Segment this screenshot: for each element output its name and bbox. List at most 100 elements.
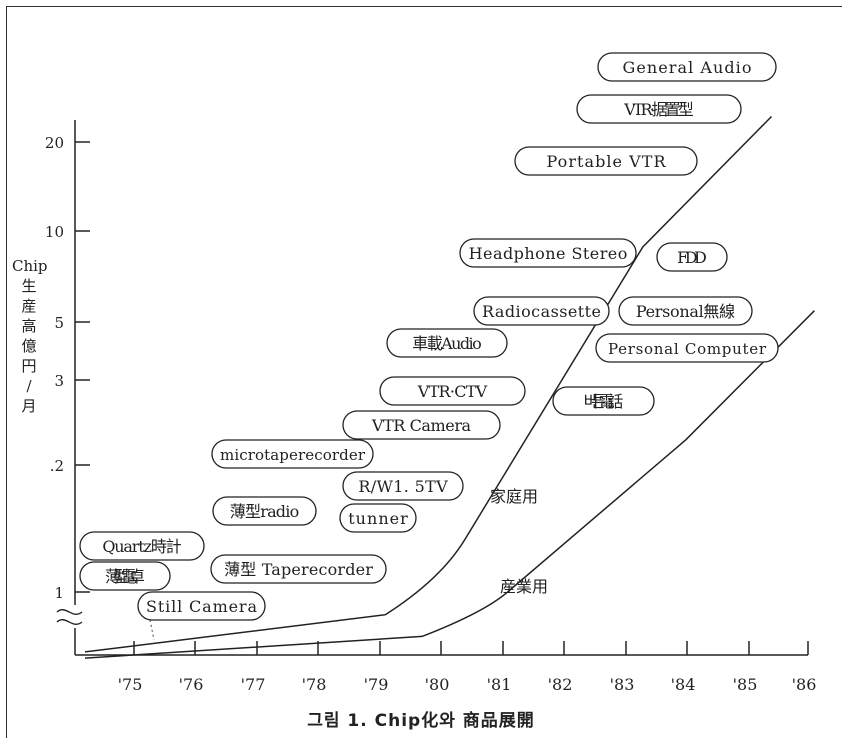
label-box [473,296,610,326]
series-line-industrial [84,310,815,659]
label-text: 버튼電話 [584,392,624,411]
label-text: 産業用 [500,577,548,596]
label-text: 薄型電卓 [105,567,145,586]
y-label-char: 産 [21,297,37,315]
y-tick-label: 1 [54,584,64,602]
label-box [379,376,526,406]
label-box [386,328,508,358]
product-label: 버튼電話 [552,386,655,416]
label-text: VTR·CTV [417,382,488,401]
label-box [210,554,387,584]
product-label: VTR Camera [342,410,501,440]
product-label: FDD [656,242,728,272]
y-tick-label: .2 [50,457,64,475]
label-box [576,94,742,124]
x-tick-label: '76 [179,675,204,694]
label-text: 車載Audio [412,334,481,353]
label-box [459,238,637,268]
label-text: Headphone Stereo [469,244,628,263]
product-label: microtaperecorder [211,439,374,469]
y-tick-label: 5 [54,314,64,332]
x-tick-label: '78 [302,675,327,694]
x-tick-label: '86 [792,675,817,694]
y-label-char: 円 [21,357,37,375]
label-text: VTR Camera [371,416,472,435]
x-tick-label: '85 [733,675,758,694]
label-text: VTR·据置型 [623,100,693,119]
product-label: 車載Audio [386,328,508,358]
product-label: Headphone Stereo [459,238,637,268]
product-label: Radiocassette [473,296,610,326]
y-label-char: / [26,377,32,395]
label-box [597,52,777,82]
label-box [656,242,728,272]
axes: 1 .2 3 5 10 20 '75 '76 '77 '78 '79 '80 '81 '82 '83 '84 '… [45,120,816,694]
label-text: Personal Computer [608,340,767,358]
label-text: 家庭用 [490,487,538,506]
label-text: microtaperecorder [220,446,366,464]
product-label: 家庭用 [490,487,538,506]
product-label: General Audio [597,52,777,82]
y-label-char: 億 [21,337,37,355]
y-label-char: 月 [21,397,37,415]
product-label: Personal Computer [595,333,779,363]
label-text: Radiocassette [482,302,601,321]
y-label-char: 高 [21,317,37,335]
label-box [342,471,464,501]
product-label: VTR·CTV [379,376,526,406]
label-box [79,561,171,591]
label-text: General Audio [623,58,752,77]
label-text: FDD [677,248,707,267]
label-text: Portable VTR [546,152,666,171]
product-label: Still Camera [137,591,266,621]
product-label: 薄型 Taperecorder [210,554,387,584]
y-label-char: Chip [12,257,48,275]
product-label: R/W1. 5TV [342,471,464,501]
x-tick-label: '83 [610,675,635,694]
series-layer [84,115,815,659]
labels-layer: General Audio VTR·据置型 Portable VTR Headphon… [79,52,779,641]
y-tick-label: 20 [45,134,64,152]
x-tick-label: '84 [671,675,696,694]
series-line-household [84,115,773,653]
product-label: 薄型radio [212,496,317,526]
product-label: Quartz時計 [79,531,205,561]
y-tick-label: 3 [54,372,64,390]
product-label: 薄型電卓 [79,561,171,591]
x-tick-label: '79 [364,675,389,694]
figure-caption: 그림 1. Chip化와 商品展開 [307,711,535,731]
x-tick-label: '77 [241,675,266,694]
still-camera-pointer [149,619,155,641]
chart-frame [6,6,842,738]
label-box [514,146,698,176]
product-label: VTR·据置型 [576,94,742,124]
x-tick-label: '81 [487,675,512,694]
label-text: tunner [348,509,408,528]
label-box [212,496,317,526]
label-box [339,503,417,533]
x-tick-label: '75 [118,675,143,694]
y-axis-label: Chip 生産高億円 / 月 [12,256,48,416]
x-tick-label: '82 [548,675,573,694]
label-text: Quartz時計 [102,537,181,556]
label-box [618,296,753,326]
y-tick-label: 10 [45,223,64,241]
product-label: Personal無線 [618,296,753,326]
product-label: 産業用 [500,577,548,596]
x-tick-label: '80 [425,675,450,694]
label-box [211,439,374,469]
label-box [595,333,779,363]
label-text: Personal無線 [636,302,735,321]
label-box [342,410,501,440]
axis-break-mark [56,609,83,625]
label-box [79,531,205,561]
label-box [137,591,266,621]
y-label-char: 生 [21,277,37,295]
product-label: Portable VTR [514,146,698,176]
label-text: Still Camera [146,597,257,616]
label-text: 薄型radio [230,502,299,521]
label-text: R/W1. 5TV [358,477,448,496]
label-box [552,386,655,416]
label-text: 薄型 Taperecorder [224,560,373,579]
